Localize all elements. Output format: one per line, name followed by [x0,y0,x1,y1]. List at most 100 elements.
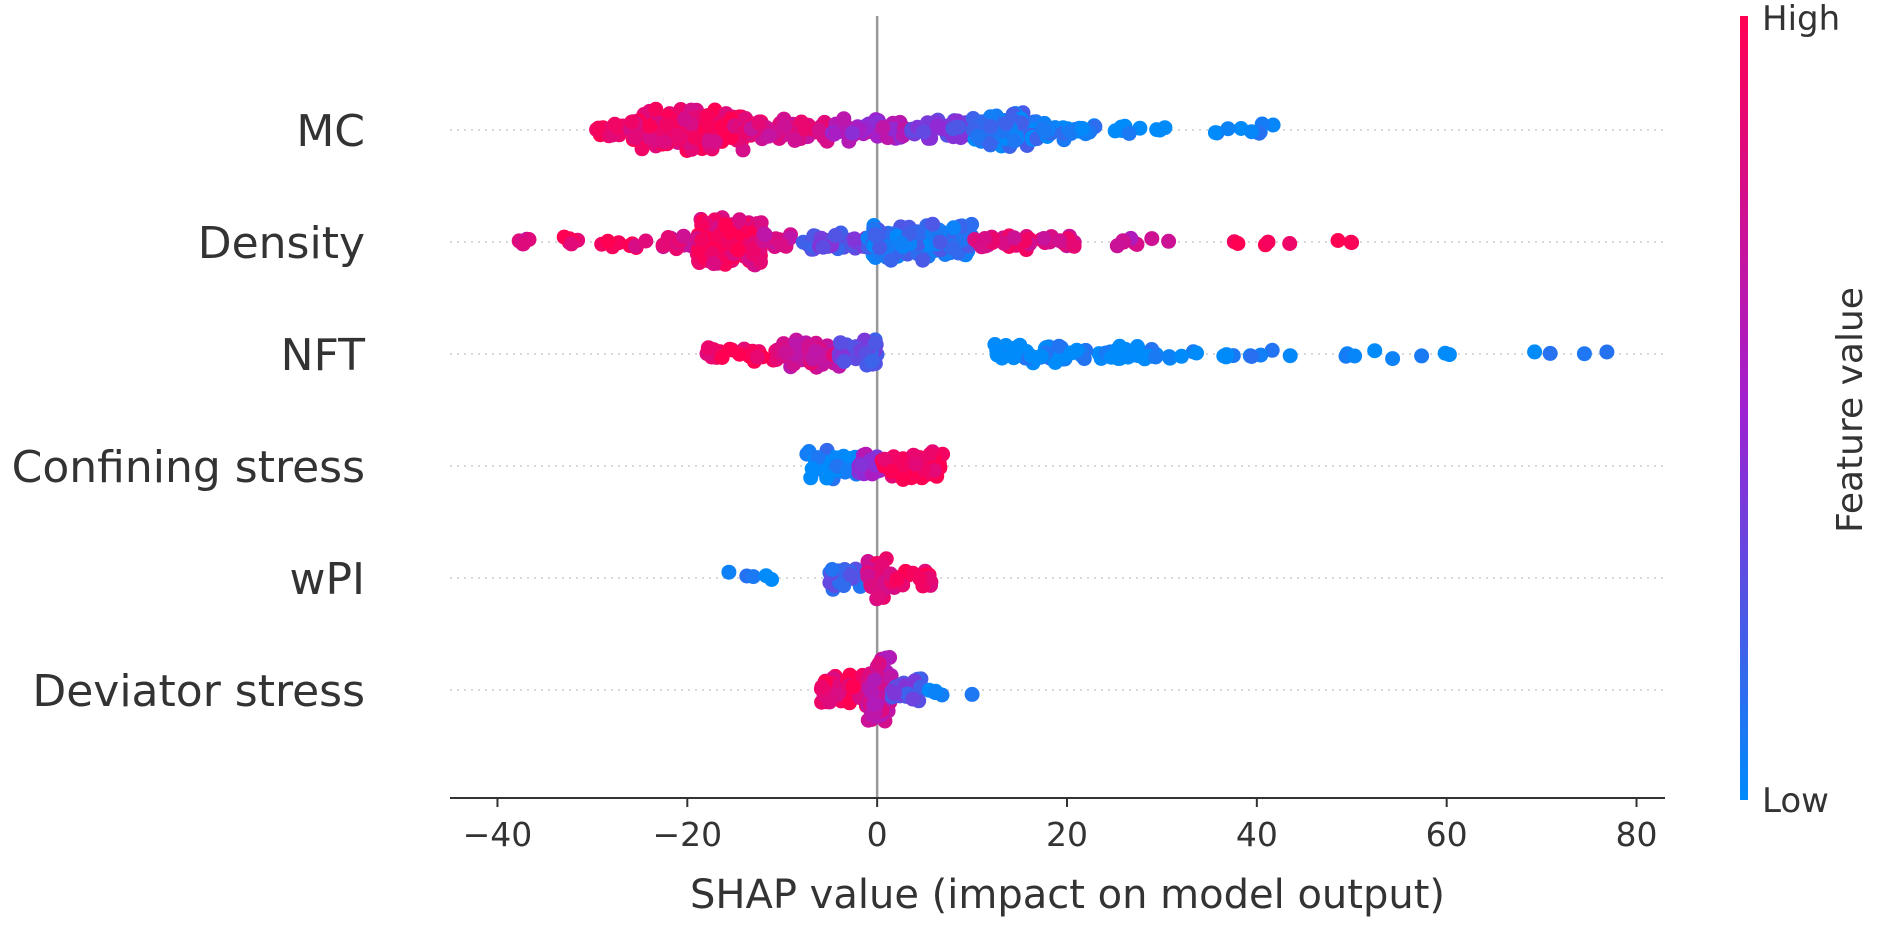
shap-point [1129,339,1145,354]
x-tick-label: 60 [1426,815,1468,854]
shap-point [1012,337,1028,353]
shap-point [1006,230,1022,246]
shap-point [655,237,671,253]
shap-point [843,567,858,583]
shap-point [1063,345,1079,361]
shap-point [811,122,827,138]
shap-point [1161,349,1177,365]
shap-point [944,240,960,256]
shap-point [773,237,789,253]
shap-point [753,215,769,231]
colorbar [1740,16,1748,800]
shap-point [994,350,1010,366]
shap-point [758,568,774,584]
shap-point [1437,345,1453,361]
shap-point [905,691,921,707]
shap-point [877,451,893,467]
feature-label: Density [198,218,365,269]
shap-point [864,353,880,369]
shap-point [1230,236,1246,251]
colorbar-low-label: Low [1762,781,1829,821]
shap-point [787,132,803,148]
shap-point [778,345,794,361]
shap-point [1047,355,1063,370]
shap-point [983,119,999,135]
shap-point [915,252,931,268]
shap-point [761,128,777,144]
feature-label: Deviator stress [32,666,365,717]
shap-point [987,337,1003,352]
shap-point [793,114,809,130]
x-tick-label: 40 [1236,815,1278,854]
x-tick-label: 0 [867,815,888,854]
x-axis-ticks: −40 −20 0 20 40 60 80 [463,798,1658,854]
shap-point [590,120,606,136]
shap-point [732,212,747,228]
shap-point [600,233,616,249]
shap-point [745,241,761,257]
feature-labels: MC Density NFT Confining stress wPI Deviator … [12,106,365,717]
shap-point [1367,343,1383,359]
shap-point [1343,234,1359,250]
shap-point [1038,123,1054,139]
shap-point [1149,122,1165,138]
shap-point [946,220,962,236]
shap-point [642,130,658,146]
shap-point [732,346,747,362]
shap-point [676,111,692,127]
shap-point [836,111,852,127]
shap-point [714,350,730,365]
shap-point [1052,233,1068,249]
shap-point [629,128,645,144]
shap-point [1051,338,1067,354]
shap-point [1244,124,1260,140]
shap-point [916,124,932,140]
feature-label: wPI [290,554,366,605]
shap-point [804,461,820,477]
shap-point [827,228,843,243]
x-tick-label: 80 [1616,815,1658,854]
shap-point [895,472,911,487]
shap-point [912,571,928,587]
shap-point [864,684,880,700]
colorbar-high-label: High [1762,0,1840,39]
shap-point [998,115,1014,131]
shap-point [839,462,855,478]
shap-point [925,216,941,232]
shap-point [893,235,909,251]
shap-point [896,456,912,472]
shap-point [1006,133,1022,149]
shap-point [1189,345,1204,361]
shap-point [866,696,882,712]
shap-point [883,252,899,268]
shap-point [932,234,948,250]
shap-point [745,569,761,585]
shap-point [1260,234,1276,250]
shap-point [1120,349,1136,365]
shap-point [1542,345,1558,361]
shap-point [749,349,765,365]
shap-point [1218,349,1234,365]
shap-point [969,128,985,144]
shap-point [706,256,722,272]
shap-point [1265,117,1281,133]
shap-point [718,217,734,233]
x-tick-label: −40 [463,815,533,854]
shap-point [1207,125,1223,141]
shap-point [982,136,998,152]
shap-point [867,672,883,688]
x-tick-label: 20 [1046,815,1088,854]
shap-point [863,579,879,595]
shap-point [948,119,964,135]
shap-point [1074,120,1090,136]
shap-point [700,118,716,133]
shap-point [844,125,860,141]
shap-point [977,231,993,246]
shap-point [1106,348,1121,364]
shap-point [1330,233,1346,248]
shap-point [1121,125,1137,141]
shap-point [1107,123,1123,139]
shap-point [1414,348,1430,364]
shap-point [814,679,830,695]
